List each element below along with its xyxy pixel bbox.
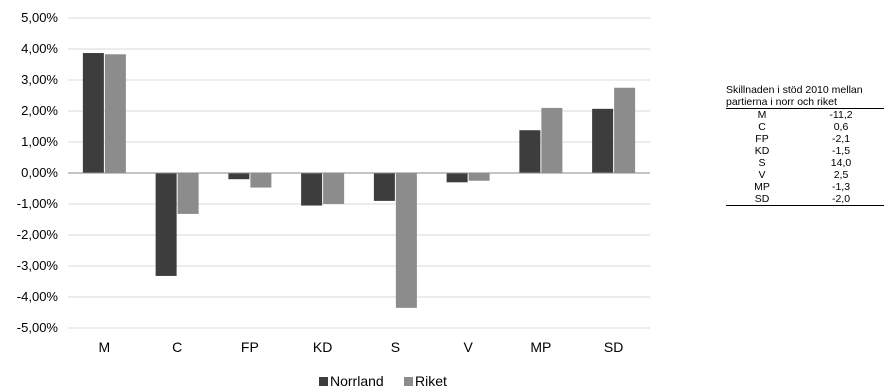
bar-riket-v bbox=[468, 173, 490, 181]
x-category-label: SD bbox=[604, 339, 623, 355]
x-axis-category-labels: M C FP KD S V MP SD bbox=[99, 339, 624, 355]
legend-label-norrland: Norrland bbox=[330, 373, 384, 389]
y-tick-label: 2,00% bbox=[21, 103, 58, 118]
bar-norrland-c bbox=[155, 173, 177, 276]
bar-norrland-fp bbox=[228, 173, 250, 180]
table-row: SD -2,0 bbox=[726, 193, 884, 206]
table-value: -11,2 bbox=[829, 109, 853, 121]
y-tick-label: -3,00% bbox=[17, 258, 59, 273]
x-category-label: FP bbox=[241, 339, 259, 355]
table-value: 0,6 bbox=[833, 121, 849, 133]
bar-norrland-m bbox=[82, 53, 104, 173]
bar-norrland-v bbox=[446, 173, 468, 183]
legend-swatch-norrland bbox=[319, 377, 328, 386]
y-tick-label: -1,00% bbox=[17, 196, 59, 211]
table-value: -2,1 bbox=[831, 133, 851, 145]
legend-swatch-riket bbox=[404, 377, 413, 386]
bar-riket-s bbox=[395, 173, 417, 308]
y-tick-label: 0,00% bbox=[21, 165, 58, 180]
bar-norrland-s bbox=[373, 173, 395, 201]
table-value: -1,5 bbox=[831, 145, 851, 157]
x-category-label: S bbox=[391, 339, 400, 355]
y-tick-label: 4,00% bbox=[21, 41, 58, 56]
bar-riket-fp bbox=[250, 173, 272, 188]
y-tick-label: 3,00% bbox=[21, 72, 58, 87]
table-party: SD bbox=[726, 193, 798, 206]
bar-norrland-sd bbox=[592, 108, 614, 173]
x-category-label: KD bbox=[313, 339, 332, 355]
x-category-label: M bbox=[99, 339, 111, 355]
x-category-label: MP bbox=[530, 339, 551, 355]
x-category-label: V bbox=[463, 339, 473, 355]
y-tick-label: -5,00% bbox=[17, 320, 59, 335]
table-caption-line2: partierna i norr och riket bbox=[726, 96, 837, 108]
table-value: -2,0 bbox=[798, 193, 884, 206]
table-party: KD bbox=[754, 145, 770, 157]
bar-riket-sd bbox=[614, 87, 636, 173]
y-tick-label: -4,00% bbox=[17, 289, 59, 304]
bar-norrland-mp bbox=[519, 130, 541, 173]
bar-chart: 5,00% 4,00% 3,00% 2,00% 1,00% 0,00% -1,00% -2,0… bbox=[17, 10, 650, 389]
table-row: V 2,5 bbox=[726, 169, 884, 181]
table-row: C 0,6 bbox=[726, 121, 884, 133]
table-party: S bbox=[758, 157, 766, 169]
y-axis-tick-labels: 5,00% 4,00% 3,00% 2,00% 1,00% 0,00% -1,00% -2,0… bbox=[17, 10, 59, 335]
table-party: C bbox=[758, 121, 766, 133]
table-value: 14,0 bbox=[830, 157, 852, 169]
x-category-label: C bbox=[172, 339, 182, 355]
legend-label-riket: Riket bbox=[415, 373, 447, 389]
bar-riket-kd bbox=[323, 173, 345, 204]
table-value: 2,5 bbox=[833, 169, 849, 181]
table-party: V bbox=[758, 169, 766, 181]
table-caption-line1: Skillnaden i stöd 2010 mellan bbox=[726, 84, 863, 96]
table-body: M -11,2 C 0,6 FP -2,1 KD -1,5 S 14,0 V 2,5 MP -1,3 SD -… bbox=[726, 108, 884, 206]
table-party: FP bbox=[755, 133, 769, 145]
bar-riket-c bbox=[177, 173, 199, 214]
bar-riket-m bbox=[104, 54, 126, 173]
bar-riket-mp bbox=[541, 107, 563, 173]
table-row: S 14,0 bbox=[726, 157, 884, 169]
difference-table: Skillnaden i stöd 2010 mellan partierna … bbox=[726, 84, 888, 206]
difference-table-grid: M -11,2 C 0,6 FP -2,1 KD -1,5 S 14,0 V 2,5 MP -1,3 SD -… bbox=[726, 108, 884, 206]
bar-norrland-kd bbox=[301, 173, 323, 206]
table-value: -1,3 bbox=[831, 181, 851, 193]
legend: Norrland Riket bbox=[319, 373, 447, 389]
table-party: MP bbox=[754, 181, 770, 193]
y-tick-label: 5,00% bbox=[21, 10, 58, 25]
table-row: KD -1,5 bbox=[726, 145, 884, 157]
bars bbox=[82, 53, 636, 308]
table-row: MP -1,3 bbox=[726, 181, 884, 193]
table-party: M bbox=[757, 109, 767, 121]
y-tick-label: -2,00% bbox=[17, 227, 59, 242]
y-tick-label: 1,00% bbox=[21, 134, 58, 149]
table-row: M -11,2 bbox=[726, 108, 884, 122]
table-row: FP -2,1 bbox=[726, 133, 884, 145]
